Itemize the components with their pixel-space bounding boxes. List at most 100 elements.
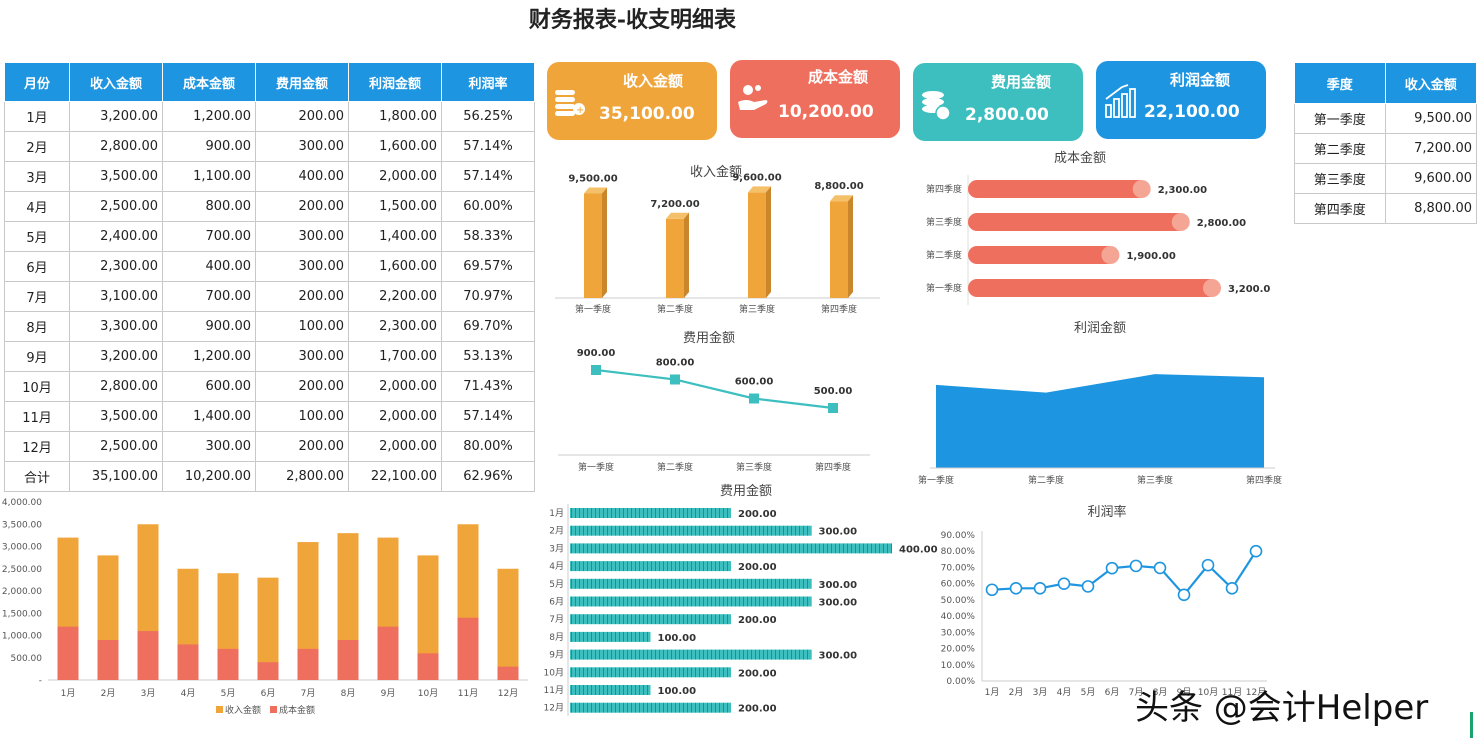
table-cell[interactable]: 58.33% [441,221,535,252]
table-cell[interactable]: 200.00 [255,191,349,222]
table-row[interactable]: 第四季度 8,800.00 [1294,193,1477,224]
table-cell[interactable]: 10月 [4,371,70,402]
table-cell[interactable]: 1,200.00 [162,101,256,132]
table-cell[interactable]: 1,700.00 [348,341,442,372]
table-cell[interactable]: 2,400.00 [69,221,163,252]
table-cell[interactable]: 3,200.00 [69,341,163,372]
table-cell[interactable]: 69.57% [441,251,535,282]
column-header[interactable]: 收入金额 [69,62,163,102]
table-cell[interactable]: 2,800.00 [255,461,349,492]
table-cell[interactable]: 900.00 [162,311,256,342]
table-cell[interactable]: 200.00 [255,371,349,402]
table-cell[interactable]: 10,200.00 [162,461,256,492]
table-cell[interactable]: 1,400.00 [348,221,442,252]
table-cell[interactable]: 1,500.00 [348,191,442,222]
table-row[interactable]: 6月 2,300.00 400.00 300.00 1,600.00 69.57% [4,251,535,282]
table-row[interactable]: 第二季度 7,200.00 [1294,133,1477,164]
table-cell[interactable]: 400.00 [162,251,256,282]
table-cell[interactable]: 12月 [4,431,70,462]
table-cell[interactable]: 合计 [4,461,70,492]
table-cell[interactable]: 53.13% [441,341,535,372]
table-cell[interactable]: 1,200.00 [162,341,256,372]
table-cell[interactable]: 300.00 [255,341,349,372]
column-header[interactable]: 费用金额 [255,62,349,102]
table-cell[interactable]: 57.14% [441,131,535,162]
table-cell[interactable]: 1,600.00 [348,131,442,162]
column-header[interactable]: 成本金额 [162,62,256,102]
table-cell[interactable]: 3,100.00 [69,281,163,312]
column-header[interactable]: 收入金额 [1384,62,1477,104]
table-cell[interactable]: 3,500.00 [69,401,163,432]
column-header[interactable]: 利润率 [441,62,535,102]
table-row[interactable]: 11月 3,500.00 1,400.00 100.00 2,000.00 57.14% [4,401,535,432]
table-cell[interactable]: 2,800.00 [69,131,163,162]
table-cell[interactable]: 700.00 [162,221,256,252]
table-cell[interactable]: 300.00 [255,251,349,282]
table-cell[interactable]: 70.97% [441,281,535,312]
table-cell[interactable]: 300.00 [255,131,349,162]
table-cell[interactable]: 9月 [4,341,70,372]
table-row[interactable]: 12月 2,500.00 300.00 200.00 2,000.00 80.00% [4,431,535,462]
table-row[interactable]: 第一季度 9,500.00 [1294,103,1477,134]
table-cell[interactable]: 8,800.00 [1384,193,1477,224]
table-cell[interactable]: 200.00 [255,101,349,132]
table-cell[interactable]: 2,000.00 [348,401,442,432]
table-cell[interactable]: 900.00 [162,131,256,162]
table-cell[interactable]: 3,300.00 [69,311,163,342]
table-cell[interactable]: 57.14% [441,161,535,192]
column-header[interactable]: 利润金额 [348,62,442,102]
table-cell[interactable]: 2,000.00 [348,371,442,402]
table-row[interactable]: 合计 35,100.00 10,200.00 2,800.00 22,100.00 62.… [4,461,535,492]
column-header[interactable]: 季度 [1294,62,1386,104]
table-row[interactable]: 7月 3,100.00 700.00 200.00 2,200.00 70.97% [4,281,535,312]
table-cell[interactable]: 5月 [4,221,70,252]
table-cell[interactable]: 2,000.00 [348,431,442,462]
table-cell[interactable]: 100.00 [255,311,349,342]
table-row[interactable]: 2月 2,800.00 900.00 300.00 1,600.00 57.14% [4,131,535,162]
table-cell[interactable]: 7,200.00 [1384,133,1477,164]
table-cell[interactable]: 2,000.00 [348,161,442,192]
table-cell[interactable]: 300.00 [255,221,349,252]
table-row[interactable]: 第三季度 9,600.00 [1294,163,1477,194]
table-cell[interactable]: 1,800.00 [348,101,442,132]
table-cell[interactable]: 700.00 [162,281,256,312]
table-cell[interactable]: 1,600.00 [348,251,442,282]
table-cell[interactable]: 8月 [4,311,70,342]
table-cell[interactable]: 2,500.00 [69,191,163,222]
table-cell[interactable]: 800.00 [162,191,256,222]
table-cell[interactable]: 2月 [4,131,70,162]
table-cell[interactable]: 60.00% [441,191,535,222]
table-row[interactable]: 10月 2,800.00 600.00 200.00 2,000.00 71.43% [4,371,535,402]
table-row[interactable]: 1月 3,200.00 1,200.00 200.00 1,800.00 56.25% [4,101,535,132]
table-row[interactable]: 5月 2,400.00 700.00 300.00 1,400.00 58.33% [4,221,535,252]
table-cell[interactable]: 2,200.00 [348,281,442,312]
table-row[interactable]: 9月 3,200.00 1,200.00 300.00 1,700.00 53.13% [4,341,535,372]
table-cell[interactable]: 2,800.00 [69,371,163,402]
table-cell[interactable]: 2,300.00 [69,251,163,282]
table-cell[interactable]: 71.43% [441,371,535,402]
table-cell[interactable]: 11月 [4,401,70,432]
table-cell[interactable]: 57.14% [441,401,535,432]
table-cell[interactable]: 4月 [4,191,70,222]
table-cell[interactable]: 7月 [4,281,70,312]
table-cell[interactable]: 100.00 [255,401,349,432]
table-cell[interactable]: 56.25% [441,101,535,132]
table-row[interactable]: 8月 3,300.00 900.00 100.00 2,300.00 69.70% [4,311,535,342]
table-cell[interactable]: 2,500.00 [69,431,163,462]
table-cell[interactable]: 1月 [4,101,70,132]
table-cell[interactable]: 9,600.00 [1384,163,1477,194]
column-header[interactable]: 月份 [4,62,70,102]
table-cell[interactable]: 第三季度 [1294,163,1386,194]
table-cell[interactable]: 600.00 [162,371,256,402]
table-cell[interactable]: 1,100.00 [162,161,256,192]
table-cell[interactable]: 9,500.00 [1384,103,1477,134]
table-cell[interactable]: 80.00% [441,431,535,462]
table-cell[interactable]: 第二季度 [1294,133,1386,164]
table-cell[interactable]: 22,100.00 [348,461,442,492]
table-cell[interactable]: 400.00 [255,161,349,192]
table-cell[interactable]: 第一季度 [1294,103,1386,134]
table-cell[interactable]: 2,300.00 [348,311,442,342]
table-cell[interactable]: 3,200.00 [69,101,163,132]
table-cell[interactable]: 6月 [4,251,70,282]
table-cell[interactable]: 3,500.00 [69,161,163,192]
